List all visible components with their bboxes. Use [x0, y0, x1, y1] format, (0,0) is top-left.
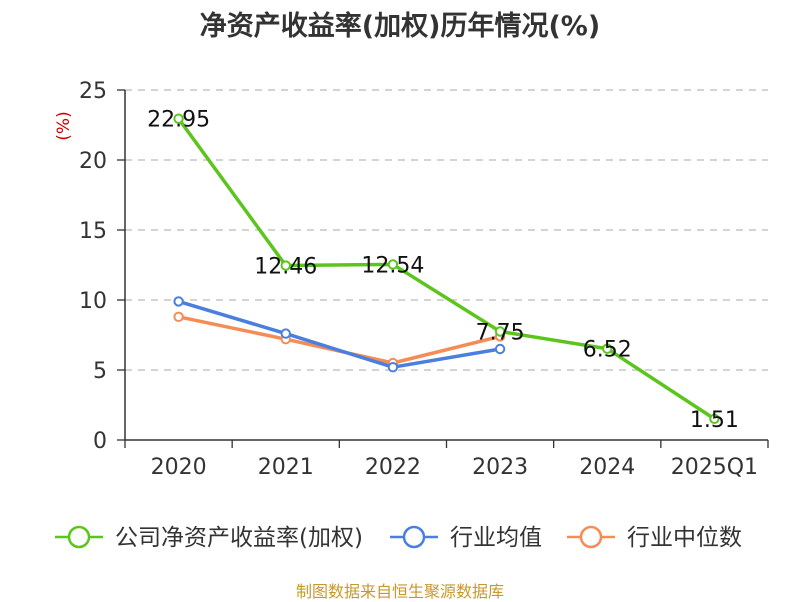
data-label-2021: 12.46 — [254, 255, 317, 280]
source-note: 制图数据来自恒生聚源数据库 — [295, 582, 504, 601]
y-tick-label-20: 20 — [79, 149, 107, 174]
data-label-2022: 12.54 — [361, 253, 424, 278]
grid-lines — [125, 89, 768, 371]
point-1-2023 — [494, 343, 506, 355]
x-tick-label-2025Q1: 2025Q1 — [671, 455, 758, 480]
y-axis-label: (%) — [54, 111, 74, 140]
data-label-2025Q1: 1.51 — [690, 408, 739, 433]
y-tick-label-10: 10 — [79, 289, 107, 314]
series-line-1 — [178, 299, 501, 369]
data-label-2023: 7.75 — [476, 321, 525, 346]
point-0-2025Q1 — [709, 413, 720, 425]
point-0-2020 — [173, 113, 184, 124]
x-tick-label-2021: 2021 — [258, 455, 314, 480]
legend-label-2: 行业中位数 — [627, 525, 742, 551]
axes: 0 5 10 15 20 25(%) 2020 2021 2022 2023 2024 2025Q1 — [54, 79, 769, 480]
series-lines — [173, 113, 720, 425]
point-0-2024 — [602, 343, 613, 354]
data-label-2020: 22.95 — [147, 108, 210, 133]
x-tick-label-2022: 2022 — [365, 455, 421, 480]
point-0-2022 — [387, 259, 399, 270]
x-tick-label-2023: 2023 — [472, 455, 528, 480]
point-2-2020 — [173, 311, 184, 322]
legend-marker-0 — [67, 525, 91, 549]
y-tick-label-5: 5 — [93, 359, 107, 384]
legend-label-1: 行业均值 — [450, 525, 542, 551]
legend-label-0: 公司净资产收益率(加权) — [115, 525, 363, 551]
point-1-2021 — [280, 328, 291, 339]
chart-title: 净资产收益率(加权)历年情况(%) — [199, 11, 601, 42]
point-0-2021 — [280, 260, 291, 271]
y-tick-label-15: 15 — [79, 219, 107, 244]
legend-marker-1 — [402, 525, 426, 549]
series-line-0 — [177, 117, 716, 421]
data-labels: 22.95 12.46 12.54 7.75 6.52 1.51 — [147, 108, 739, 433]
x-tick-label-2020: 2020 — [151, 455, 207, 480]
y-tick-label-0: 0 — [93, 429, 107, 454]
point-0-2023 — [494, 326, 506, 337]
legend: 公司净资产收益率(加权) 行业均值 行业中位数 — [55, 525, 742, 551]
x-tick-label-2024: 2024 — [579, 455, 635, 480]
data-label-2024: 6.52 — [583, 338, 632, 363]
point-1-2020 — [173, 296, 184, 307]
legend-marker-2 — [579, 525, 603, 549]
point-1-2022 — [387, 362, 399, 373]
y-tick-label-25: 25 — [79, 79, 107, 104]
